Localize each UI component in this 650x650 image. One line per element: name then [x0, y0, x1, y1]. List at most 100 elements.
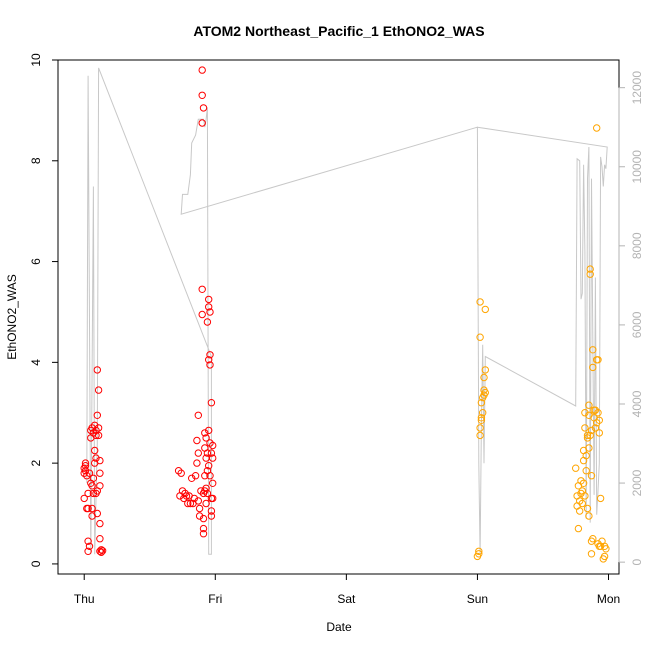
data-point [93, 366, 102, 374]
line-series [86, 67, 608, 555]
data-point [92, 454, 100, 462]
y-right-tick-label: 4000 [630, 390, 644, 417]
data-point [578, 499, 586, 508]
data-point [195, 504, 204, 513]
data-point [476, 424, 484, 432]
data-point [600, 552, 609, 561]
y-right-tick-label: 8000 [630, 232, 644, 259]
data-point [585, 401, 593, 409]
data-point [198, 310, 206, 319]
data-point [595, 429, 603, 437]
data-point [589, 363, 597, 372]
x-tick-label: Mon [597, 592, 620, 606]
data-point [205, 303, 213, 311]
data-point [596, 494, 605, 503]
data-point [91, 421, 99, 429]
data-point [198, 66, 206, 74]
data-point [583, 431, 592, 440]
data-point [199, 530, 208, 538]
data-point [188, 474, 196, 482]
data-point [81, 467, 90, 475]
data-point [205, 462, 213, 470]
data-point [576, 507, 584, 515]
data-point [201, 429, 209, 437]
y-right-tick-label: 10000 [630, 150, 644, 184]
y-left-tick-label: 0 [29, 560, 43, 567]
plot-box [57, 59, 620, 575]
data-point [602, 545, 610, 553]
data-point [582, 451, 590, 460]
data-point [94, 386, 103, 394]
data-point [97, 546, 106, 554]
data-point [593, 419, 601, 427]
y-left-tick-label: 6 [29, 258, 43, 265]
data-point [199, 524, 208, 533]
data-point [481, 366, 489, 374]
data-point [207, 507, 216, 515]
data-point [574, 524, 583, 533]
data-point [88, 504, 96, 513]
data-point [97, 548, 106, 556]
data-point [93, 509, 102, 518]
data-point [96, 547, 104, 555]
data-point [207, 399, 216, 407]
data-point [177, 469, 185, 477]
data-point [594, 409, 602, 417]
data-point [206, 308, 214, 316]
data-point [572, 464, 580, 472]
data-point [98, 547, 107, 555]
data-point [479, 409, 487, 417]
data-point [81, 459, 90, 467]
data-point [202, 484, 210, 492]
data-point [581, 424, 589, 432]
data-point [96, 519, 104, 528]
data-point [84, 489, 92, 498]
data-point [476, 431, 484, 440]
data-point [198, 91, 206, 100]
x-tick-label: Fri [208, 592, 222, 606]
data-point [476, 333, 484, 341]
data-point [209, 479, 217, 487]
data-point [84, 547, 92, 555]
data-point [203, 449, 212, 457]
data-point [595, 416, 603, 424]
data-point [577, 477, 585, 485]
point-layer [80, 66, 610, 563]
data-point [199, 514, 208, 523]
data-point [96, 456, 104, 465]
data-point [581, 409, 589, 417]
data-point [477, 399, 486, 407]
data-point [203, 489, 212, 498]
data-point [194, 449, 203, 457]
data-point [89, 489, 98, 498]
data-point [184, 499, 192, 508]
data-point [480, 373, 488, 382]
data-point [92, 431, 100, 440]
data-point [209, 494, 217, 503]
data-point [193, 436, 201, 445]
data-point [203, 318, 212, 326]
data-point [207, 512, 216, 520]
data-point [84, 504, 92, 513]
data-point [202, 434, 210, 442]
data-point [194, 497, 203, 505]
y-left-tick-label: 2 [29, 459, 43, 466]
data-point [194, 411, 203, 419]
y-left-tick-label: 4 [29, 359, 43, 366]
data-point [93, 411, 102, 419]
y-left-tick-label: 10 [29, 53, 43, 67]
x-tick-label: Thu [74, 592, 95, 606]
data-point [481, 305, 489, 314]
data-point [198, 285, 206, 293]
data-point [581, 492, 589, 500]
data-point [481, 388, 489, 397]
data-point [206, 472, 214, 480]
y-right-tick-label: 2000 [630, 469, 644, 496]
data-point [591, 406, 600, 414]
data-point [94, 424, 103, 432]
data-point [206, 361, 214, 369]
data-point [589, 535, 597, 543]
data-point [88, 482, 96, 490]
data-point [475, 550, 483, 558]
data-point [477, 416, 486, 424]
